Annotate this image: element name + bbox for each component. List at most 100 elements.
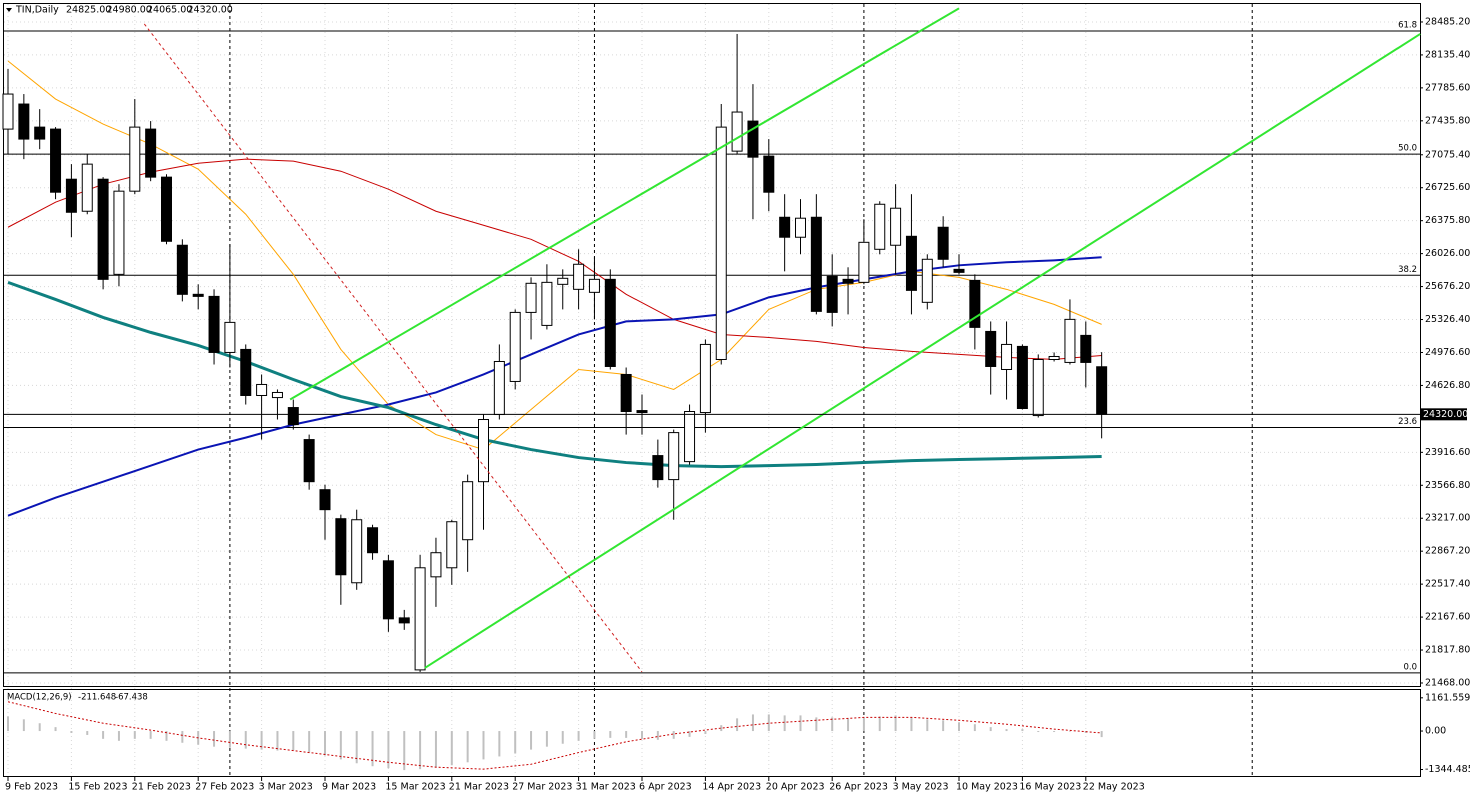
macd-bar: [355, 731, 358, 764]
macd-bar: [339, 731, 342, 760]
macd-bar: [942, 720, 945, 732]
ohlc-value: 24320.00: [188, 5, 233, 16]
candle-body: [652, 455, 664, 481]
x-tick-label: 27 Feb 2023: [195, 782, 254, 793]
x-tick-label: 6 Apr 2023: [639, 782, 692, 793]
candle-body: [351, 519, 363, 584]
x-tick-label: 27 Mar 2023: [512, 782, 572, 793]
candle-body: [145, 128, 157, 178]
macd-bar: [70, 731, 73, 733]
macd-bar: [973, 724, 976, 732]
macd-bar: [419, 731, 422, 770]
candle-body: [1016, 345, 1028, 409]
y-tick-label: 23916.60: [1425, 447, 1470, 458]
macd-bar: [799, 715, 802, 732]
candle-body: [985, 330, 997, 367]
price-pane: [3, 3, 1421, 687]
macd-bar: [688, 731, 691, 737]
candle-body: [256, 383, 268, 396]
macd-bar: [989, 727, 992, 732]
macd-bar: [545, 731, 548, 747]
x-tick-label: 22 May 2023: [1083, 782, 1145, 793]
symbol-label: TIN,Daily: [15, 5, 59, 16]
y-tick-label: 22167.60: [1425, 612, 1470, 623]
macd-bar: [751, 714, 754, 732]
candle-body: [826, 275, 838, 313]
macd-bar: [767, 714, 770, 732]
candle-body: [192, 293, 204, 297]
y-tick-label: 26026.00: [1425, 248, 1470, 259]
candle-body: [795, 217, 806, 238]
macd-bar: [577, 731, 580, 741]
candle-body: [1064, 318, 1076, 363]
macd-bar: [213, 731, 216, 747]
y-tick-label: 0.00: [1425, 726, 1446, 737]
trendline: [424, 33, 1421, 669]
candle-body: [779, 216, 791, 238]
fib-label: 50.0: [1398, 144, 1417, 154]
candle-body: [414, 567, 426, 671]
menu-arrow: [6, 8, 12, 12]
macd-bar: [831, 717, 834, 732]
macd-bar: [228, 731, 231, 748]
y-tick-label: 26375.80: [1425, 215, 1470, 226]
macd-bar: [308, 731, 311, 753]
candle-body: [1080, 334, 1092, 363]
y-tick-label: 22867.20: [1425, 546, 1470, 557]
candle-body: [953, 268, 965, 273]
macd-bar: [862, 717, 865, 732]
x-tick-label: 14 Apr 2023: [702, 782, 761, 793]
candle-body: [50, 128, 62, 193]
macd-bar: [466, 731, 469, 763]
candle-body: [684, 411, 696, 463]
x-tick-label: 21 Mar 2023: [449, 782, 509, 793]
macd-bar: [530, 731, 533, 750]
candle-body: [525, 282, 537, 313]
candle-body: [1001, 343, 1013, 370]
x-tick-label: 15 Mar 2023: [385, 782, 445, 793]
macd-bar: [450, 731, 453, 766]
candle-body: [905, 235, 917, 291]
candle-body: [699, 343, 711, 414]
macd-title: MACD(12,26,9): [7, 693, 72, 703]
y-tick-label: -1344.485: [1425, 764, 1470, 775]
y-tick-label: 21817.80: [1425, 645, 1470, 656]
candle-body: [937, 226, 949, 260]
y-tick-label: 23566.80: [1425, 480, 1470, 491]
macd-pane: [3, 689, 1421, 777]
candle-body: [1032, 359, 1044, 417]
x-tick-label: 3 May 2023: [893, 782, 949, 793]
macd-bar: [1005, 729, 1008, 732]
candle-body: [874, 203, 886, 250]
x-tick-label: 20 Apr 2023: [766, 782, 825, 793]
macd-bar: [260, 731, 263, 750]
macd-bar: [847, 718, 850, 732]
macd-bar: [1021, 729, 1024, 732]
candle-body: [34, 126, 46, 140]
candle-body: [573, 263, 585, 290]
candle-body: [890, 207, 902, 246]
candle-body: [541, 281, 553, 326]
candle-body: [715, 126, 727, 361]
macd-bar: [133, 731, 136, 739]
candle-body: [462, 481, 474, 541]
ohlc-value: 24825.00: [66, 5, 111, 16]
macd-bar: [1068, 731, 1071, 732]
macd-bar: [783, 715, 786, 732]
y-tick-label: 21468.00: [1425, 677, 1470, 688]
macd-bar: [434, 731, 437, 768]
macd-bar: [641, 731, 643, 739]
y-tick-label: 27435.80: [1425, 115, 1470, 126]
candle-body: [668, 432, 680, 481]
macd-bar: [181, 731, 184, 743]
ohlc-value: 24980.00: [107, 5, 152, 16]
candle-body: [18, 103, 30, 140]
y-tick-label: 23217.00: [1425, 513, 1470, 524]
macd-bar: [482, 731, 485, 760]
x-tick-label: 26 Apr 2023: [829, 782, 888, 793]
macd-value: -67.438: [115, 693, 148, 703]
macd-bar: [656, 731, 659, 740]
macd-bar: [609, 731, 612, 738]
macd-bar: [102, 731, 105, 739]
